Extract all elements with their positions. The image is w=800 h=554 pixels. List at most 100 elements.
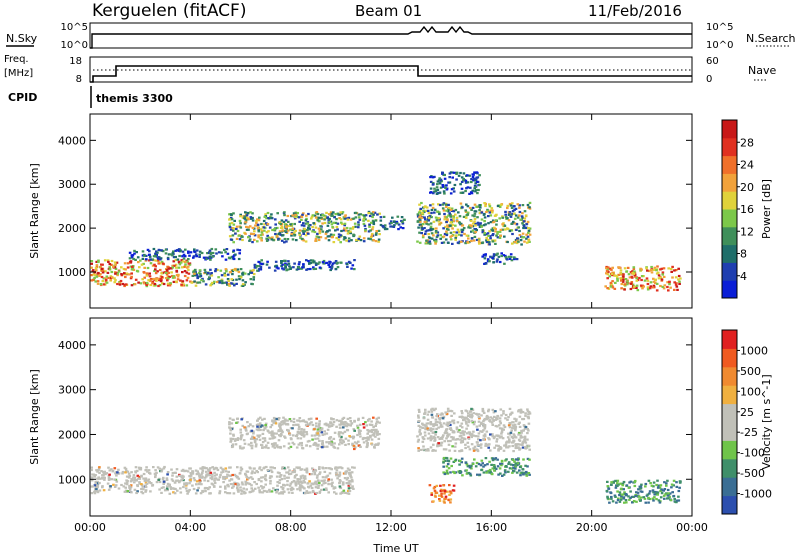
freq-line bbox=[90, 65, 692, 83]
colorbar-swatch bbox=[722, 262, 737, 281]
y-tick-label: 1000 bbox=[58, 266, 86, 279]
scatter-region bbox=[190, 267, 256, 287]
colorbar-swatch bbox=[722, 191, 737, 210]
y-tick-label: 3000 bbox=[58, 178, 86, 191]
scatter-region bbox=[90, 258, 192, 288]
scatter-region bbox=[379, 215, 406, 231]
scatter-region bbox=[416, 201, 532, 246]
colorbar-tick: 12 bbox=[740, 225, 754, 238]
x-axis-label: Time UT bbox=[372, 542, 418, 554]
nsky-tick-top: 10^5 bbox=[61, 22, 88, 33]
x-tick-label: 08:00 bbox=[275, 521, 307, 534]
scatter-region bbox=[481, 252, 519, 265]
colorbar-swatch bbox=[722, 348, 737, 368]
colorbar-tick: -100 bbox=[740, 447, 765, 460]
x-tick-label: 00:00 bbox=[74, 521, 106, 534]
scatter-region bbox=[428, 484, 456, 504]
x-tick-label: 00:00 bbox=[676, 521, 708, 534]
scatter-region bbox=[228, 416, 381, 451]
colorbar-swatch bbox=[722, 209, 737, 228]
nsearch-tick-bottom: 10^0 bbox=[706, 40, 733, 51]
colorbar-tick: 500 bbox=[740, 365, 761, 378]
scatter-region bbox=[416, 407, 532, 453]
colorbar-swatch bbox=[722, 458, 737, 478]
colorbar-tick: 4 bbox=[740, 270, 747, 283]
colorbar-tick: 1000 bbox=[740, 344, 768, 357]
colorbar-swatch bbox=[722, 403, 737, 423]
scatter-region bbox=[605, 479, 682, 504]
freq-tick-bottom: 8 bbox=[76, 74, 82, 85]
colorbar-tick: 16 bbox=[740, 203, 754, 216]
colorbar-swatch bbox=[722, 155, 737, 174]
colorbar-tick: -25 bbox=[740, 426, 758, 439]
y-tick-label: 4000 bbox=[58, 339, 86, 352]
station-title: Kerguelen (fitACF) bbox=[92, 1, 246, 21]
colorbar-swatch bbox=[722, 385, 737, 405]
nsky-strip: N.Sky 10^5 10^0 10^5 10^0 N.Search bbox=[6, 22, 796, 51]
nsky-label: N.Sky bbox=[6, 32, 38, 45]
scatter-region bbox=[442, 456, 531, 477]
nave-tick-top: 60 bbox=[706, 56, 719, 67]
nave-tick-bottom: 0 bbox=[706, 74, 712, 85]
cpid-label: CPID bbox=[8, 91, 37, 104]
nsky-line bbox=[90, 25, 692, 49]
scatter-region bbox=[228, 210, 381, 244]
nsky-tick-bottom: 10^0 bbox=[61, 40, 88, 51]
y-axis-label: Slant Range [km] bbox=[28, 163, 41, 259]
colorbar-tick: 24 bbox=[740, 159, 754, 172]
beam-title: Beam 01 bbox=[355, 2, 422, 20]
colorbar-tick: -500 bbox=[740, 467, 765, 480]
colorbar-swatch bbox=[722, 440, 737, 460]
colorbar-swatch bbox=[722, 173, 737, 192]
colorbar-tick: -1000 bbox=[740, 488, 772, 501]
colorbar-label: Velocity [m s^-1] bbox=[760, 374, 773, 469]
colorbar-label: Power [dB] bbox=[760, 179, 773, 239]
colorbar-swatch bbox=[722, 137, 737, 157]
colorbar-tick: 25 bbox=[740, 406, 754, 419]
y-tick-label: 1000 bbox=[58, 473, 86, 486]
freq-tick-top: 18 bbox=[69, 56, 82, 67]
colorbar-tick: 28 bbox=[740, 136, 754, 149]
nave-label: Nave bbox=[748, 64, 776, 77]
scatter-region bbox=[429, 171, 481, 195]
velocity-colorbar: 1000 500 100 25 -25 -100 -500 -1000 Velocity [m … bbox=[721, 329, 773, 515]
colorbar-tick: 8 bbox=[740, 248, 747, 261]
colorbar-tick: 20 bbox=[740, 181, 754, 194]
y-tick-label: 3000 bbox=[58, 384, 86, 397]
nsearch-tick-top: 10^5 bbox=[706, 22, 733, 33]
colorbar-swatch bbox=[722, 495, 737, 515]
scatter-region bbox=[128, 247, 242, 261]
x-tick-label: 16:00 bbox=[475, 521, 507, 534]
y-axis-label: Slant Range [km] bbox=[28, 369, 41, 465]
colorbar-tick: 100 bbox=[740, 385, 761, 398]
colorbar-swatch bbox=[722, 330, 737, 349]
scatter-region bbox=[90, 465, 356, 495]
y-tick-label: 4000 bbox=[58, 134, 86, 147]
x-tick-label: 20:00 bbox=[576, 521, 608, 534]
date-title: 11/Feb/2016 bbox=[588, 2, 682, 20]
colorbar-swatch bbox=[722, 226, 737, 246]
scatter-region bbox=[604, 265, 682, 292]
cpid-value: themis 3300 bbox=[96, 92, 173, 105]
cpid-strip: CPID themis 3300 bbox=[8, 86, 173, 108]
power-panel: 1000 2000 3000 4000 Slant Range [km] bbox=[28, 113, 693, 309]
plot-frame bbox=[89, 317, 693, 517]
y-tick-label: 2000 bbox=[58, 428, 86, 441]
colorbar-swatch bbox=[722, 120, 737, 139]
colorbar-swatch bbox=[722, 366, 737, 386]
plot-frame bbox=[89, 113, 693, 309]
colorbar-swatch bbox=[722, 477, 737, 497]
colorbar-swatch bbox=[722, 422, 737, 441]
freq-label-1: Freq. bbox=[4, 54, 29, 65]
x-tick-label: 12:00 bbox=[375, 521, 407, 534]
freq-strip: Freq. [MHz] 18 8 60 0 Nave bbox=[4, 54, 776, 85]
x-tick-label: 04:00 bbox=[174, 521, 206, 534]
y-tick-label: 2000 bbox=[58, 222, 86, 235]
nsearch-label: N.Search bbox=[746, 32, 796, 45]
freq-label-2: [MHz] bbox=[4, 68, 33, 79]
scatter-region bbox=[253, 259, 356, 272]
power-colorbar: 28 24 20 16 12 8 4 Power [dB] bbox=[721, 119, 773, 299]
velocity-panel: 1000 2000 3000 4000 00:00 04:00 08:00 12:00 16:0… bbox=[28, 317, 708, 534]
colorbar-swatch bbox=[722, 280, 737, 299]
